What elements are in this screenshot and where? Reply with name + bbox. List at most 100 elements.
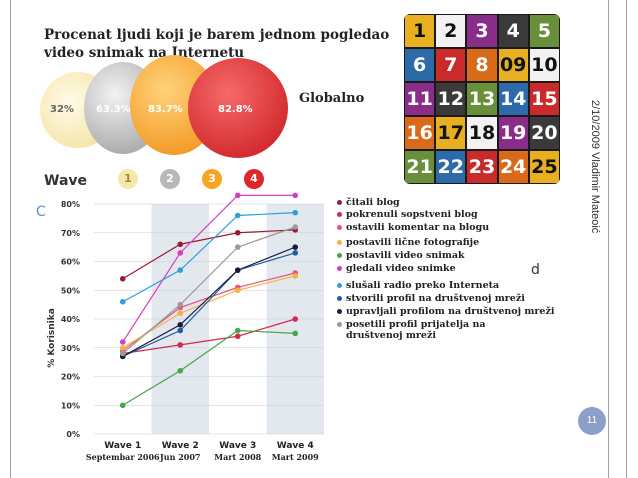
data-point (292, 209, 299, 216)
data-point (177, 241, 184, 248)
number-tile: 7 (436, 49, 466, 81)
wave-2-badge: 2 (160, 169, 180, 189)
stray-letter-right: d (531, 262, 540, 278)
data-point (292, 192, 299, 199)
data-point (292, 224, 299, 230)
number-tile: 21 (405, 151, 435, 183)
wave-1-badge: 1 (118, 169, 138, 189)
legend-item: upravljali profilom na društvenoj mreži (337, 306, 555, 317)
page-number-badge: 11 (578, 407, 606, 435)
number-tile: 09 (498, 49, 528, 81)
y-tick-label: 30% (61, 344, 80, 353)
legend-marker (337, 225, 342, 230)
x-tick-label: Wave 4 (277, 441, 314, 451)
bubble-chart-title: Procenat ljudi koji je barem jednom pogl… (44, 27, 390, 61)
data-point (292, 244, 299, 250)
number-tile: 14 (498, 83, 528, 115)
number-tile: 15 (529, 83, 559, 115)
series-line (122, 229, 296, 280)
data-point (177, 310, 184, 317)
number-tile: 17 (436, 117, 466, 149)
legend-item: gledali video snimke (337, 263, 456, 274)
number-tile: 22 (436, 151, 466, 183)
number-tile: 23 (467, 151, 497, 183)
wave-2-value: 63.3% (96, 104, 131, 115)
number-tile: 10 (529, 49, 559, 81)
number-tile: 1 (405, 15, 435, 47)
x-date-label: Jun 2007 (159, 452, 200, 462)
wave-4-value: 82.8% (218, 104, 253, 115)
number-tile: 24 (498, 151, 528, 183)
series-line (122, 318, 296, 355)
data-point (177, 342, 184, 348)
data-point (119, 402, 126, 409)
data-point (119, 350, 126, 357)
y-tick-label: 70% (61, 229, 80, 238)
legend-label: slušali radio preko Interneta (346, 280, 500, 291)
line-chart: % Korisnika 0% 10% 20% 30% 40% 50% 60% 70% 80% Wa… (47, 192, 324, 462)
legend-marker (337, 212, 342, 217)
number-tile: 20 (529, 117, 559, 149)
slide-footer-date-author: 2/10/2009 Vladimir Mateoić (589, 100, 601, 234)
data-point (177, 250, 184, 256)
wave-3-value: 83.7% (148, 104, 183, 115)
data-point (234, 244, 241, 250)
data-point (177, 321, 184, 328)
legend-label: upravljali profilom na društvenoj mreži (346, 306, 555, 317)
legend-marker (337, 200, 342, 205)
y-tick-label: 10% (61, 401, 80, 410)
legend-label: čitali blog (346, 197, 400, 208)
legend-label: pokrenuli sopstveni blog (346, 209, 478, 220)
data-point (234, 192, 241, 199)
data-point (234, 229, 241, 236)
data-point (177, 267, 184, 273)
x-date-label: Mart 2009 (272, 452, 319, 462)
legend-label: stvorili profil na društvenoj mreži (346, 293, 525, 304)
y-tick-label: 60% (61, 258, 80, 267)
y-tick-label: 50% (61, 286, 80, 295)
number-tile: 8 (467, 49, 497, 81)
data-point (234, 287, 241, 294)
legend-item: stvorili profil na društvenoj mreži (337, 293, 525, 304)
legend-marker (337, 309, 342, 314)
x-date-label: Septembar 2006 (86, 452, 160, 462)
legend-marker (337, 266, 342, 271)
wave-1-value: 32% (50, 104, 74, 115)
legend-marker (337, 240, 342, 245)
legend-marker (337, 296, 342, 301)
data-point (234, 267, 241, 273)
x-tick-label: Wave 3 (219, 441, 256, 451)
frame-line-right-outer (626, 0, 627, 478)
number-tile: 3 (467, 15, 497, 47)
data-point (234, 212, 241, 219)
wave-legend-label: Wave (44, 173, 88, 189)
wave-4-badge: 4 (244, 169, 264, 189)
data-point (292, 250, 299, 256)
stray-letter-left: C (36, 204, 46, 220)
data-point (177, 301, 184, 308)
number-tile: 19 (498, 117, 528, 149)
series-line (122, 246, 296, 357)
legend-marker (337, 283, 342, 288)
number-tile: 4 (498, 15, 528, 47)
data-point (119, 275, 126, 282)
legend-label: posetili profil prijatelja na društvenoj… (346, 319, 486, 341)
wave-4-bubble (188, 58, 288, 158)
series-line (122, 212, 296, 303)
number-tile: 11 (405, 83, 435, 115)
y-tick-label: 80% (61, 200, 80, 209)
data-point (119, 344, 126, 351)
legend-marker (337, 253, 342, 258)
data-point (234, 333, 241, 340)
number-tile: 13 (467, 83, 497, 115)
x-date-label: Mart 2008 (214, 452, 261, 462)
legend-item: postavili lične fotografije (337, 237, 479, 248)
y-tick-label: 20% (61, 373, 80, 382)
legend-label: ostavili komentar na blogu (346, 222, 490, 233)
legend-marker (337, 322, 342, 327)
data-point (177, 327, 184, 334)
wave-3-badge: 3 (202, 169, 222, 189)
legend-label: postavili video snimak (346, 250, 465, 261)
frame-line-right (608, 0, 609, 478)
legend-item: ostavili komentar na blogu (337, 222, 490, 233)
